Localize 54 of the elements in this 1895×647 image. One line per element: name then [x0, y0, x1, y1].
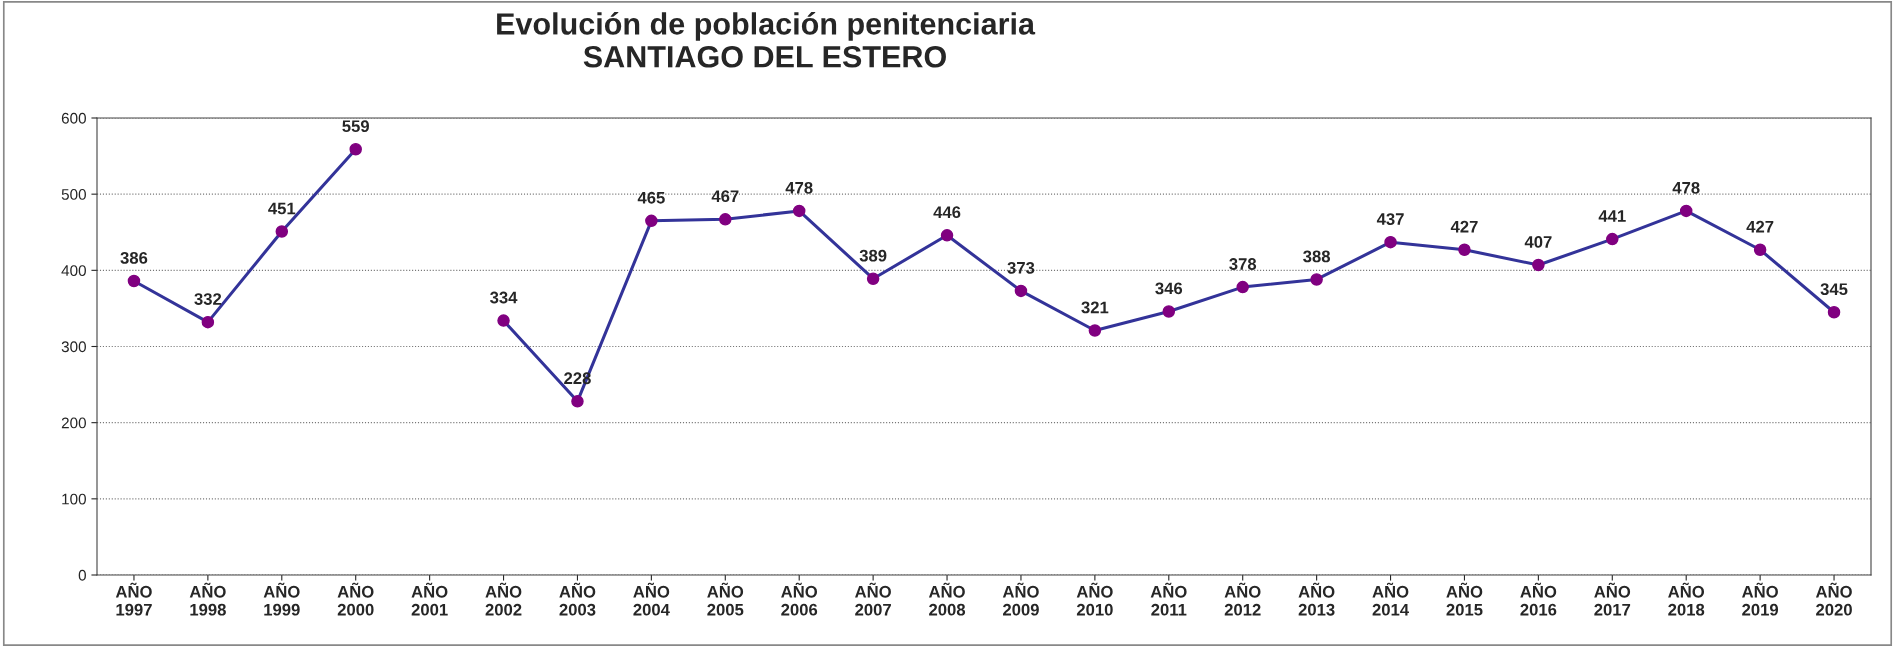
y-tick-label: 600 — [61, 112, 86, 124]
x-tick-label: AÑO 2001 — [411, 582, 448, 616]
data-label: 386 — [120, 252, 148, 264]
x-tick-label: AÑO 1997 — [115, 582, 152, 616]
x-tick-label: AÑO 2019 — [1742, 582, 1779, 616]
data-label: 407 — [1524, 236, 1552, 248]
data-label: 378 — [1229, 258, 1257, 270]
data-label: 451 — [268, 202, 296, 215]
data-label: 334 — [490, 291, 518, 304]
data-label: 389 — [859, 249, 887, 262]
data-label: 345 — [1820, 283, 1848, 296]
x-tick-label: AÑO 2011 — [1150, 582, 1187, 616]
x-tick-label: AÑO 2002 — [485, 582, 522, 616]
x-tick-label: AÑO 2013 — [1298, 582, 1335, 616]
data-label: 465 — [637, 191, 665, 204]
data-label: 321 — [1081, 301, 1109, 314]
y-tick-label: 0 — [78, 569, 86, 581]
y-tick-label: 500 — [61, 189, 86, 200]
x-tick-label: AÑO 2003 — [559, 582, 596, 616]
x-tick-label: AÑO 2016 — [1520, 582, 1557, 616]
y-tick-label: 200 — [61, 417, 86, 429]
data-label: 373 — [1007, 261, 1035, 274]
x-tick-label: AÑO 1998 — [189, 582, 226, 616]
data-label: 332 — [194, 293, 222, 305]
y-tick-label: 400 — [61, 265, 86, 277]
chart-title: Evolución de población penitenciaria SANTIAGO DEL ESTERO — [497, 12, 1036, 68]
x-tick-label: AÑO 2020 — [1815, 582, 1852, 616]
y-tick-label: 300 — [61, 341, 86, 353]
x-tick-label: AÑO 2004 — [633, 582, 670, 616]
x-tick-label: AÑO 2006 — [781, 582, 818, 616]
data-label: 467 — [711, 190, 739, 203]
x-tick-label: AÑO 2014 — [1372, 582, 1409, 616]
data-label: 478 — [1672, 181, 1700, 194]
data-label: 388 — [1303, 250, 1331, 263]
x-tick-label: AÑO 2018 — [1668, 582, 1705, 616]
x-tick-label: AÑO 2008 — [928, 582, 966, 616]
data-label: 427 — [1746, 220, 1774, 233]
y-tick-label: 100 — [62, 493, 86, 505]
data-label: 437 — [1376, 213, 1404, 225]
data-label: 346 — [1155, 282, 1183, 295]
x-tick-label: AÑO 2010 — [1076, 582, 1113, 616]
x-tick-label: AÑO 2007 — [855, 582, 891, 616]
x-tick-label: AÑO 2017 — [1594, 582, 1631, 616]
x-tick-label: AÑO 2009 — [1002, 582, 1039, 616]
x-tick-label: AÑO 2005 — [707, 582, 744, 616]
data-label: 559 — [342, 120, 369, 133]
data-label: 427 — [1450, 220, 1478, 233]
data-label: 478 — [785, 181, 813, 194]
x-tick-label: AÑO 2015 — [1446, 582, 1483, 616]
data-label: 441 — [1598, 210, 1626, 222]
x-tick-label: AÑO 1999 — [263, 582, 300, 616]
x-tick-label: AÑO 2012 — [1224, 582, 1261, 616]
data-label: 446 — [933, 206, 961, 219]
x-tick-label: AÑO 2000 — [337, 582, 374, 616]
